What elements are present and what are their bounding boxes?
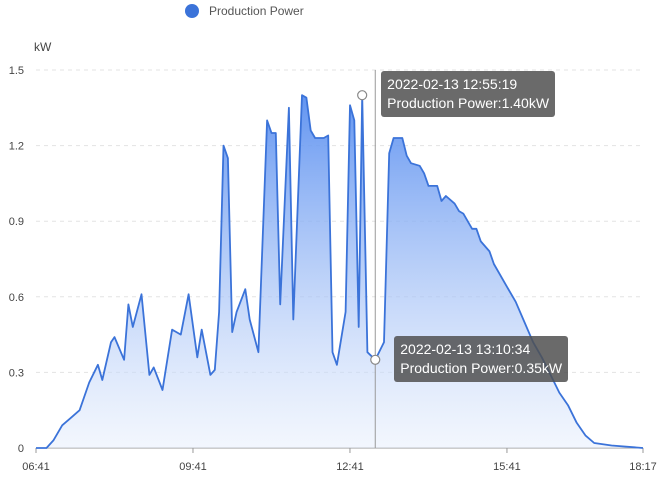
x-tick-label: 06:41 bbox=[22, 461, 50, 473]
y-tick-label: 1.2 bbox=[9, 141, 24, 153]
tooltip: 2022-02-13 12:55:19 Production Power:1.40… bbox=[381, 71, 556, 118]
y-tick-label: 0.9 bbox=[9, 216, 24, 228]
legend-marker bbox=[185, 4, 199, 18]
x-tick-label: 18:17 bbox=[629, 461, 657, 473]
y-axis-unit: kW bbox=[34, 40, 52, 54]
chart-legend[interactable]: Production Power bbox=[185, 4, 304, 18]
legend-label: Production Power bbox=[209, 4, 304, 18]
hover-point bbox=[370, 354, 381, 365]
x-tick-label: 12:41 bbox=[336, 461, 364, 473]
tooltip-time: 2022-02-13 12:55:19 bbox=[387, 76, 518, 93]
series-area bbox=[36, 95, 643, 448]
x-tick-label: 15:41 bbox=[493, 461, 521, 473]
tooltip-time: 2022-02-13 13:10:34 bbox=[400, 340, 531, 357]
y-tick-label: 0.3 bbox=[9, 367, 24, 379]
hover-point bbox=[357, 90, 368, 101]
tooltip-value: Production Power:1.40kW bbox=[387, 95, 550, 112]
y-tick-label: 1.5 bbox=[9, 65, 24, 77]
tooltip: 2022-02-13 13:10:34 Production Power:0.35… bbox=[394, 335, 569, 382]
y-tick-label: 0.6 bbox=[9, 292, 24, 304]
x-tick-label: 09:41 bbox=[179, 461, 207, 473]
series-line bbox=[36, 94, 644, 449]
y-tick-label: 0 bbox=[18, 443, 24, 455]
tooltip-value: Production Power:0.35kW bbox=[400, 359, 563, 376]
